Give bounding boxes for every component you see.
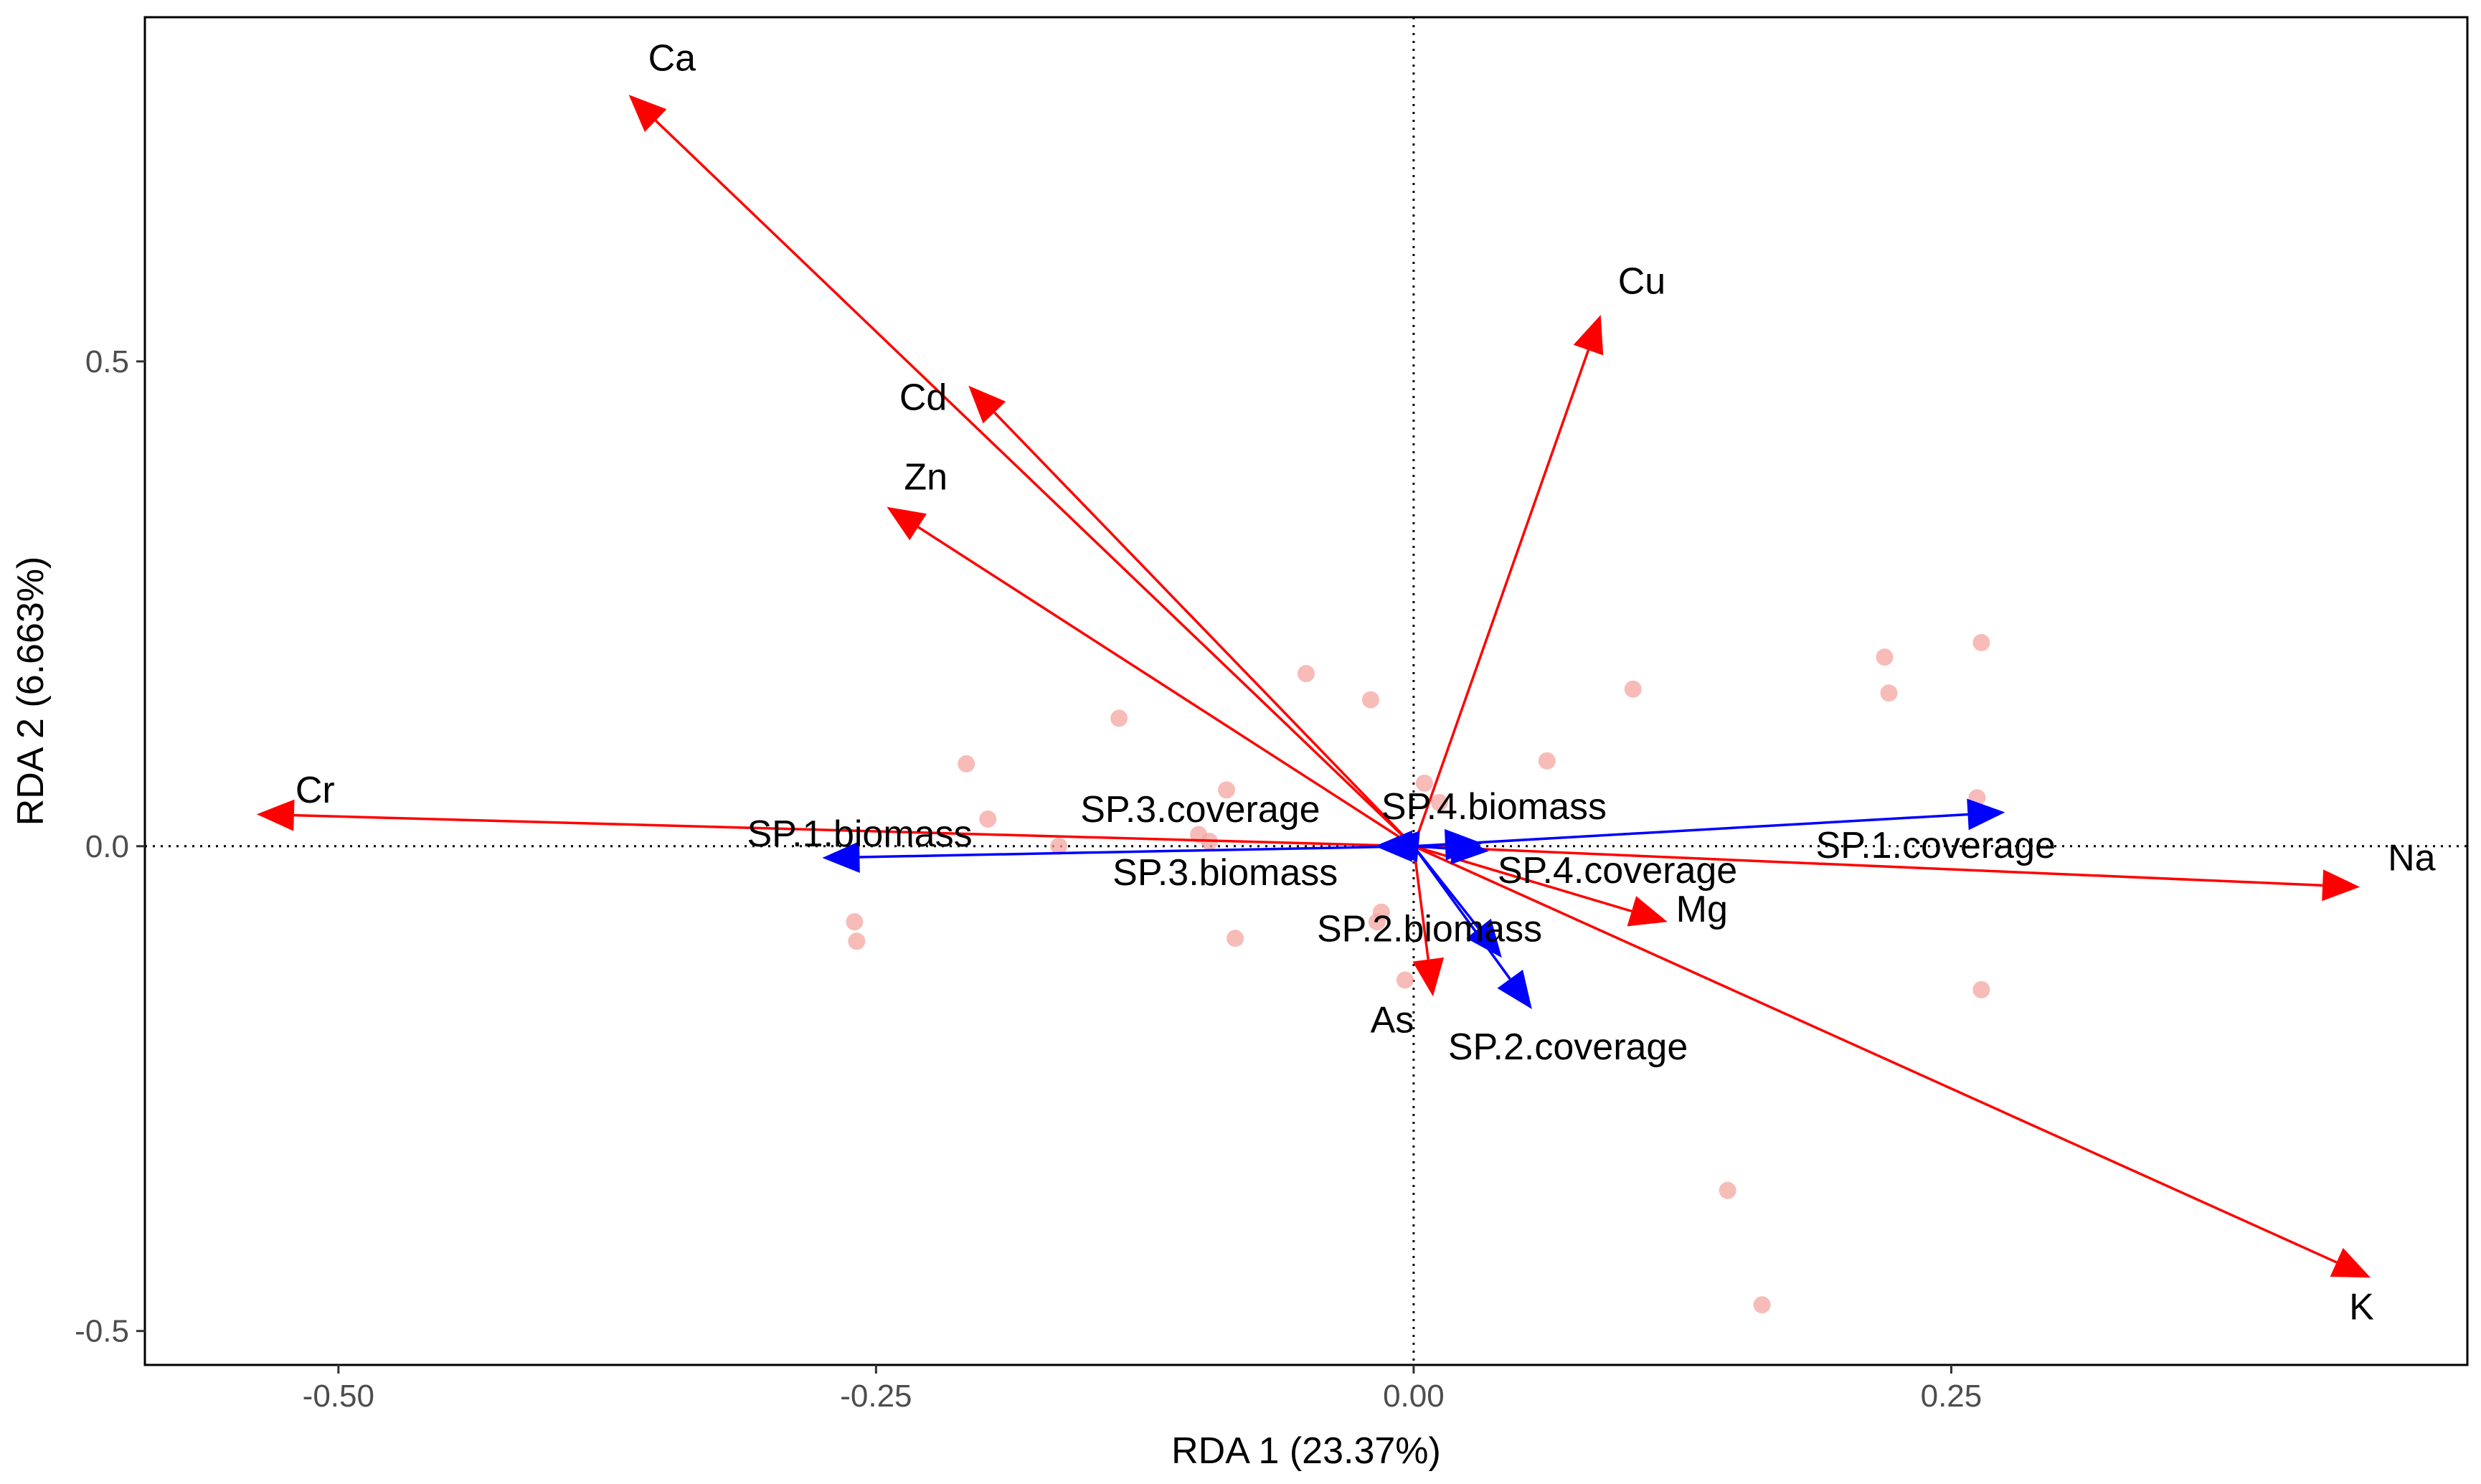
- env-arrow-head: [256, 799, 295, 831]
- env-label-cu: Cu: [1618, 260, 1665, 302]
- y-tick-label: -0.5: [75, 1314, 129, 1349]
- env-label-ca: Ca: [648, 37, 696, 79]
- site-point: [979, 810, 997, 828]
- env-arrow-head: [887, 506, 927, 541]
- species-arrow-sp-2-coverage: [1412, 845, 1532, 1009]
- env-arrow-head: [1627, 896, 1668, 927]
- species-arrow-shaft: [859, 845, 1414, 859]
- species-label-sp-3-coverage: SP.3.coverage: [1080, 789, 1320, 831]
- env-label-na: Na: [2388, 838, 2436, 879]
- species-vectors: [822, 798, 2005, 1009]
- species-label-sp-1-biomass: SP.1.biomass: [747, 813, 972, 855]
- x-axis-title: RDA 1 (23.37%): [1171, 1430, 1441, 1472]
- site-point: [1218, 781, 1236, 799]
- site-point: [846, 913, 864, 931]
- env-arrow-k: [1413, 845, 2371, 1278]
- env-arrow-cu: [1412, 315, 1604, 847]
- species-label-sp-4-coverage: SP.4.coverage: [1498, 850, 1737, 892]
- site-point: [1972, 633, 1990, 651]
- site-point: [1415, 774, 1433, 792]
- env-arrow-head: [968, 385, 1006, 424]
- site-point: [1361, 691, 1379, 709]
- species-arrow-shaft: [1412, 845, 1511, 980]
- env-arrow-head: [2330, 1247, 2371, 1278]
- site-point: [1298, 665, 1315, 683]
- env-arrow-shaft: [1413, 845, 2323, 887]
- env-arrow-cd: [968, 385, 1415, 848]
- site-point: [1227, 930, 1244, 947]
- env-arrow-head: [628, 95, 667, 132]
- site-point: [1538, 752, 1556, 770]
- site-point: [1972, 980, 1990, 998]
- site-point: [1876, 648, 1894, 666]
- species-arrow-sp-1-biomass: [822, 841, 1414, 873]
- site-point: [848, 932, 866, 950]
- env-label-cr: Cr: [296, 770, 335, 811]
- env-arrow-as: [1412, 846, 1445, 997]
- species-arrow-head: [822, 841, 860, 873]
- site-point: [958, 755, 975, 772]
- species-arrow-sp-4-coverage: [1413, 833, 1489, 865]
- env-arrow-shaft: [654, 119, 1415, 848]
- site-point: [1110, 709, 1128, 727]
- species-label-sp-2-biomass: SP.2.biomass: [1317, 908, 1542, 950]
- env-label-k: K: [2349, 1286, 2374, 1328]
- x-tick-label: -0.25: [840, 1379, 912, 1414]
- y-axis: 0.5 0.0 -0.5: [75, 344, 145, 1349]
- species-label-sp-3-biomass: SP.3.biomass: [1112, 852, 1338, 894]
- site-point: [1368, 913, 1386, 931]
- site-point: [1050, 837, 1068, 855]
- site-point: [1624, 680, 1642, 698]
- plot-frame: [143, 16, 2469, 1366]
- plot-panel: [145, 17, 2467, 1365]
- site-point: [1396, 971, 1414, 989]
- y-axis-title: RDA 2 (6.663%): [10, 557, 52, 826]
- site-points: [846, 633, 1990, 1314]
- x-axis: -0.50 -0.25 0.00 0.25: [303, 1365, 1983, 1414]
- species-arrow-head: [1466, 918, 1502, 958]
- env-arrow-shaft: [917, 526, 1414, 848]
- species-label-sp-1-coverage: SP.1.coverage: [1816, 825, 2056, 866]
- env-label-zn: Zn: [904, 456, 947, 498]
- env-arrow-head: [1412, 957, 1445, 997]
- site-point: [1430, 793, 1448, 811]
- env-arrow-head: [1573, 315, 1604, 356]
- y-tick-label: 0.5: [85, 344, 129, 379]
- species-arrow-head: [1381, 831, 1420, 863]
- env-arrow-shaft: [1413, 845, 2338, 1264]
- species-arrow-head: [1497, 969, 1532, 1009]
- env-arrow-shaft: [293, 813, 1414, 848]
- env-arrow-shaft: [993, 411, 1415, 848]
- env-arrow-ca: [628, 95, 1415, 848]
- species-arrow-head: [1450, 833, 1489, 865]
- reference-lines: [145, 17, 2467, 1365]
- species-label-sp-4-biomass: SP.4.biomass: [1381, 786, 1607, 828]
- vector-labels: Ca Cu Cd Zn Cr Na K Mg As SP.1.biomass SP.1.covera…: [296, 37, 2436, 1328]
- site-point: [1719, 1181, 1736, 1199]
- env-label-cd: Cd: [899, 377, 947, 418]
- env-arrow-zn: [887, 506, 1414, 848]
- site-point: [1753, 1296, 1771, 1314]
- env-arrow-shaft: [1412, 846, 1429, 960]
- env-label-as: As: [1371, 999, 1414, 1041]
- env-arrow-cr: [256, 799, 1414, 848]
- species-arrow-head: [1967, 798, 2005, 831]
- species-arrow-sp-1-coverage: [1413, 798, 2005, 848]
- species-arrow-shaft: [1413, 813, 1968, 848]
- species-arrow-shaft: [1413, 845, 1452, 850]
- environment-vectors: [256, 95, 2371, 1278]
- env-label-mg: Mg: [1676, 889, 1728, 930]
- site-point: [1880, 684, 1898, 702]
- species-label-sp-2-coverage: SP.2.coverage: [1448, 1026, 1688, 1068]
- x-tick-label: -0.50: [303, 1379, 374, 1414]
- env-arrow-shaft: [1412, 349, 1590, 847]
- x-tick-label: 0.25: [1921, 1379, 1983, 1414]
- x-tick-label: 0.00: [1383, 1379, 1445, 1414]
- env-arrow-na: [1413, 845, 2361, 902]
- env-arrow-head: [2322, 869, 2361, 902]
- y-tick-label: 0.0: [85, 829, 129, 864]
